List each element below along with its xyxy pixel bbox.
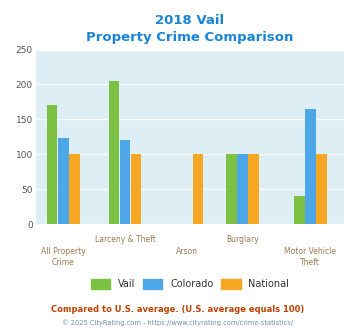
Title: 2018 Vail
Property Crime Comparison: 2018 Vail Property Crime Comparison bbox=[86, 14, 294, 44]
Bar bbox=[109, 81, 119, 224]
Bar bbox=[316, 154, 327, 224]
Bar bbox=[69, 154, 80, 224]
Bar bbox=[305, 109, 316, 224]
Text: © 2025 CityRating.com - https://www.cityrating.com/crime-statistics/: © 2025 CityRating.com - https://www.city… bbox=[62, 319, 293, 326]
Text: Motor Vehicle
Theft: Motor Vehicle Theft bbox=[284, 247, 337, 267]
Text: Compared to U.S. average. (U.S. average equals 100): Compared to U.S. average. (U.S. average … bbox=[51, 305, 304, 314]
Bar bbox=[248, 154, 259, 224]
Text: Larceny & Theft: Larceny & Theft bbox=[95, 235, 155, 244]
Bar bbox=[193, 154, 203, 224]
Bar bbox=[226, 154, 236, 224]
Bar bbox=[131, 154, 141, 224]
Bar bbox=[58, 138, 69, 224]
Legend: Vail, Colorado, National: Vail, Colorado, National bbox=[88, 277, 292, 292]
Text: Burglary: Burglary bbox=[226, 235, 259, 244]
Bar bbox=[237, 154, 248, 224]
Bar bbox=[120, 141, 130, 224]
Bar bbox=[47, 106, 58, 224]
Bar bbox=[294, 196, 305, 224]
Text: All Property
Crime: All Property Crime bbox=[41, 247, 86, 267]
Text: Arson: Arson bbox=[176, 247, 198, 256]
